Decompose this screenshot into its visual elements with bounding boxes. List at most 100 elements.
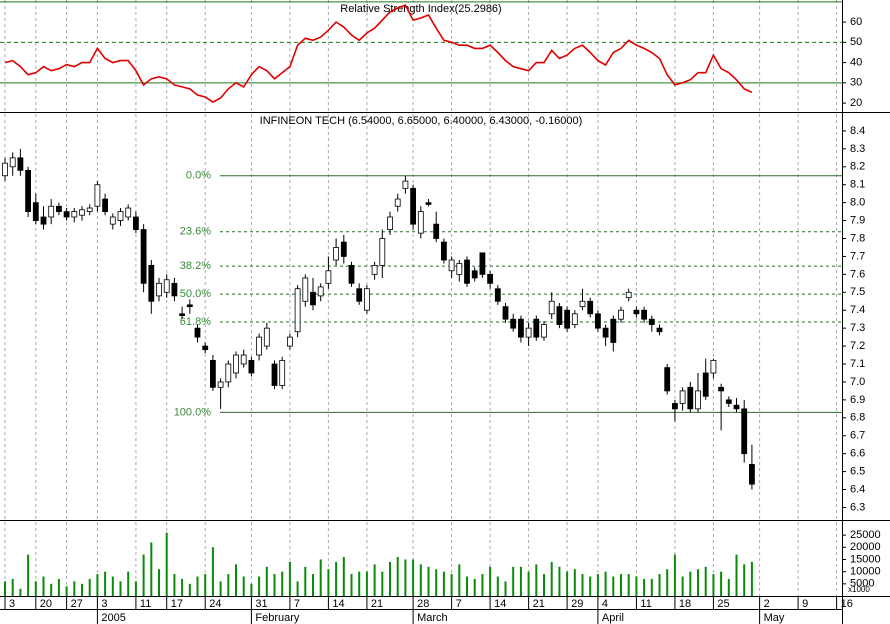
candle-body [348, 265, 355, 284]
candle-body [102, 198, 109, 213]
candle-body [610, 318, 617, 343]
candle-body [494, 288, 501, 302]
y-tick-label: 7.5 [850, 286, 865, 298]
volume-bar [235, 564, 238, 596]
candle-body [71, 211, 78, 218]
candle-body [310, 291, 316, 306]
fib-label: 50.0% [180, 288, 211, 300]
candle-body [186, 304, 193, 308]
volume-bar [296, 581, 299, 596]
volume-bar [527, 571, 530, 596]
candle-body [402, 180, 409, 189]
candle-body [179, 313, 186, 317]
candle-body [633, 309, 640, 315]
volume-bar [57, 578, 60, 596]
volume-bar [581, 574, 584, 596]
candle-body [648, 318, 655, 325]
candle-body [664, 367, 671, 392]
candle-body [294, 288, 301, 333]
candle-body [156, 282, 162, 297]
x-tick-label: 18 [679, 598, 691, 610]
candle-body [240, 354, 247, 365]
volume-bar [335, 561, 338, 596]
volume-bar [735, 554, 738, 596]
volume-bar [496, 576, 499, 596]
candle-body [79, 209, 85, 216]
volume-bar [673, 554, 676, 596]
volume-bar [396, 557, 399, 596]
candle-body [233, 354, 239, 374]
y-tick-label: 8.3 [850, 143, 865, 155]
x-tick-label: 31 [255, 598, 267, 610]
candle-body [379, 238, 386, 266]
volume-bar [4, 581, 7, 596]
y-tick-label: 50 [850, 36, 862, 48]
candle-body [564, 309, 571, 329]
volume-bar [19, 588, 22, 596]
volume-bar [589, 576, 592, 596]
x-tick-label: 17 [171, 598, 183, 610]
fib-label: 100.0% [174, 406, 212, 418]
candle-body [602, 327, 609, 338]
y-tick-label: 7.2 [850, 340, 865, 352]
candle-body [571, 313, 578, 325]
candle-body [479, 252, 486, 275]
volume-bar [119, 581, 122, 596]
volume-bar [381, 571, 384, 596]
candle-body [171, 282, 178, 297]
x-tick-label: 20 [40, 598, 52, 610]
candle-body [618, 309, 624, 320]
candle-body [364, 288, 370, 311]
volume-bar [743, 564, 746, 596]
volume-bar [127, 571, 130, 596]
candle-body [271, 363, 278, 386]
x-tick-label: 16 [841, 598, 853, 610]
volume-bar [612, 576, 615, 596]
candle-body [741, 408, 748, 455]
volume-bar [173, 574, 176, 596]
x-tick-label: 3 [101, 598, 107, 610]
candle-body [25, 169, 32, 213]
y-tick-label: 25000 [850, 529, 881, 541]
volume-bar [481, 574, 484, 596]
candle-body [371, 265, 378, 275]
month-label: March [417, 612, 448, 624]
volume-bar [142, 554, 145, 596]
y-tick-label: 60 [850, 16, 862, 28]
y-tick-label: 5000 [850, 578, 874, 590]
candle-body [263, 327, 270, 347]
volume-bar [227, 574, 230, 596]
candle-body [63, 211, 70, 218]
x-tick-label: 21 [533, 598, 545, 610]
candle-body [525, 327, 532, 338]
volume-bar [635, 576, 638, 596]
candle-body [125, 207, 132, 218]
candle-body [2, 162, 8, 177]
candle-body [225, 363, 232, 383]
x-tick-label: 9 [802, 598, 808, 610]
candle-body [317, 286, 324, 297]
candle-body [140, 229, 147, 284]
fib-label: 0.0% [186, 170, 211, 182]
y-tick-label: 8.0 [850, 197, 865, 209]
volume-bar [604, 571, 607, 596]
volume-bar [535, 564, 538, 596]
x-tick-label: 7 [456, 598, 462, 610]
volume-bar [96, 574, 99, 596]
volume-bar [258, 576, 261, 596]
volume-bar [242, 576, 245, 596]
candle-body [672, 403, 678, 410]
volume-bar [704, 566, 707, 596]
volume-bar [111, 576, 114, 596]
candle-body [86, 207, 93, 213]
candle-body [356, 288, 363, 302]
candle-body [117, 211, 124, 221]
x-tick-label: 29 [571, 598, 583, 610]
volume-bar [358, 571, 361, 596]
candle-body [471, 270, 478, 279]
volume-bar [211, 547, 214, 596]
y-tick-label: 6.4 [850, 483, 865, 495]
y-tick-label: 7.4 [850, 304, 865, 316]
volume-bar [620, 574, 623, 596]
volume-bar [42, 576, 45, 596]
